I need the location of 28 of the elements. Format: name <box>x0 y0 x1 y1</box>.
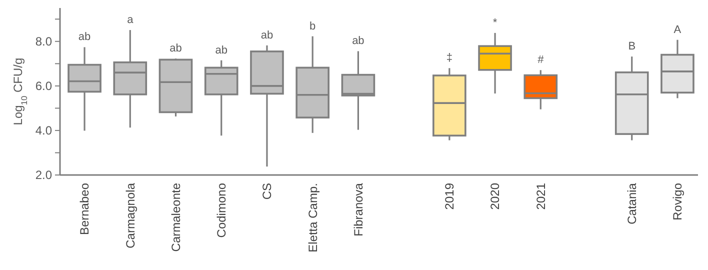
y-tick-label: 6.0 <box>35 79 52 94</box>
x-tick-label: CS <box>260 183 274 200</box>
x-tick-label: 2020 <box>488 182 502 210</box>
annotation: * <box>492 16 498 29</box>
y-tick-label: 2.0 <box>35 168 52 182</box>
x-tick-label: Codimono <box>214 182 229 238</box>
y-tick-label: 8.0 <box>35 34 52 49</box>
annotation: b <box>310 20 316 32</box>
y-tick-label: 4.0 <box>35 124 52 138</box>
x-tick-label: Bernabeo <box>78 182 92 236</box>
x-tick-label: Catania <box>625 182 640 224</box>
x-tick-label: Fibranova <box>351 182 366 236</box>
annotation: a <box>127 14 134 26</box>
annotation: ab <box>352 35 364 48</box>
annotation: ab <box>78 31 91 44</box>
annotation: ab <box>215 44 228 56</box>
x-tick-label: Carmaleonte <box>168 182 183 252</box>
annotation: # <box>538 54 545 66</box>
x-tick-label: 2019 <box>442 182 457 210</box>
annotation: ‡ <box>446 52 452 64</box>
x-tick-label: Rovigo <box>670 182 685 220</box>
annotation: B <box>628 40 636 53</box>
annotation: ab <box>170 42 182 55</box>
x-tick-label: Eletta Camp. <box>306 183 320 252</box>
x-tick-label: Carmagnola <box>123 182 138 248</box>
annotation: A <box>674 24 682 36</box>
annotation: ab <box>260 29 274 42</box>
x-tick-label: 2021 <box>534 182 548 210</box>
